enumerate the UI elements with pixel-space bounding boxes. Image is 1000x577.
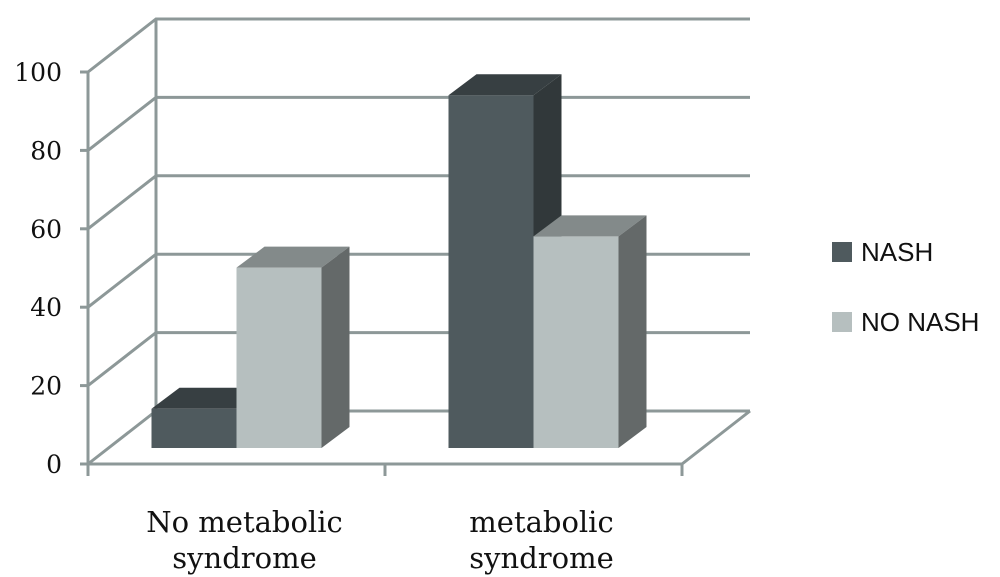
gridline — [87, 95, 750, 152]
y-tick-label: 0 — [46, 450, 62, 479]
bar-top — [151, 387, 265, 409]
gridline — [87, 174, 750, 230]
x-category-label: syndrome — [469, 541, 614, 575]
bar-side — [618, 215, 647, 448]
x-category-label: metabolic — [469, 505, 613, 539]
y-tick-label: 60 — [30, 215, 62, 244]
gridline — [87, 17, 750, 74]
gridline — [87, 252, 750, 309]
x-category-label: syndrome — [172, 541, 317, 575]
x-category-label: No metabolic — [146, 505, 342, 539]
y-tick-label: 80 — [30, 136, 62, 165]
bar-no-nash-0 — [236, 246, 350, 448]
y-axis-tick-labels: 0 20 40 60 80 100 — [14, 58, 62, 479]
legend-swatch — [832, 242, 852, 262]
y-tick-label: 100 — [14, 58, 62, 87]
y-tick-label: 20 — [30, 372, 62, 401]
bar-top — [236, 246, 350, 268]
legend-label: NO NASH — [861, 307, 979, 337]
bar-front — [533, 236, 619, 448]
legend-swatch — [832, 312, 852, 332]
gridline — [87, 331, 750, 387]
axes — [80, 70, 684, 476]
bar-top — [533, 215, 647, 237]
bar-front — [236, 267, 322, 448]
bar-front — [448, 95, 534, 448]
bars — [151, 74, 647, 448]
y-tick-label: 40 — [30, 293, 62, 322]
bar-side — [321, 246, 350, 448]
bar-top — [448, 74, 562, 96]
legend-label: NASH — [861, 237, 933, 267]
legend: NASH NO NASH — [832, 237, 979, 337]
bar-no-nash-1 — [533, 215, 647, 448]
bar-front — [151, 408, 237, 448]
